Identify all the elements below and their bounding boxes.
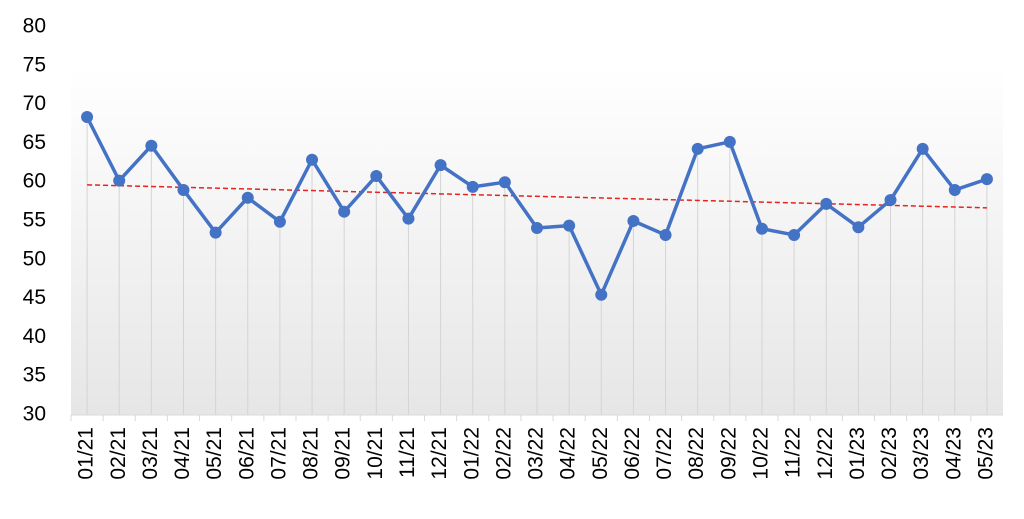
y-tick-label: 55 bbox=[23, 209, 46, 232]
x-tick-label: 04/21 bbox=[171, 427, 194, 480]
y-tick-label: 40 bbox=[23, 325, 46, 348]
x-tick-label: 06/22 bbox=[621, 427, 644, 480]
data-point bbox=[563, 219, 576, 232]
y-tick-label: 70 bbox=[23, 92, 46, 115]
data-point bbox=[980, 173, 993, 186]
data-point bbox=[306, 153, 319, 166]
data-point bbox=[531, 221, 543, 234]
data-point bbox=[273, 215, 286, 228]
trendline bbox=[87, 184, 987, 209]
data-point bbox=[788, 228, 801, 241]
y-tick-label: 35 bbox=[23, 364, 46, 387]
x-tick-label: 11/22 bbox=[782, 427, 805, 478]
x-tick-label: 08/21 bbox=[300, 427, 323, 480]
x-tick-label: 01/23 bbox=[846, 427, 869, 480]
y-tick-label: 80 bbox=[23, 15, 46, 38]
data-point bbox=[916, 142, 929, 155]
x-tick-label: 12/22 bbox=[814, 427, 837, 480]
y-tick-label: 45 bbox=[23, 286, 46, 309]
x-tick-label: 07/22 bbox=[653, 427, 676, 480]
x-tick-label: 06/21 bbox=[235, 427, 258, 480]
y-tick-label: 65 bbox=[23, 131, 46, 154]
x-tick-label: 03/21 bbox=[139, 427, 162, 480]
data-point bbox=[81, 111, 94, 124]
data-point bbox=[595, 288, 608, 301]
x-tick-label: 05/21 bbox=[203, 427, 226, 480]
x-tick-label: 02/22 bbox=[492, 427, 515, 480]
data-point bbox=[113, 174, 126, 187]
y-tick-label: 60 bbox=[23, 170, 46, 193]
data-point bbox=[402, 212, 415, 225]
data-point bbox=[209, 226, 222, 239]
x-tick-label: 12/21 bbox=[428, 427, 451, 480]
x-tick-label: 07/21 bbox=[267, 427, 290, 480]
data-point bbox=[820, 197, 833, 210]
data-point bbox=[434, 159, 447, 172]
x-tick-label: 05/22 bbox=[589, 427, 612, 480]
x-tick-label: 01/22 bbox=[460, 427, 483, 480]
data-point bbox=[852, 221, 865, 234]
data-point bbox=[884, 194, 897, 207]
x-tick-label: 03/23 bbox=[910, 427, 933, 480]
x-tick-label: 04/23 bbox=[942, 427, 965, 480]
data-point bbox=[370, 169, 383, 182]
x-tick-label: 09/21 bbox=[332, 427, 355, 480]
x-tick-label: 01/21 bbox=[75, 427, 98, 480]
y-tick-label: 30 bbox=[23, 403, 46, 426]
data-point bbox=[948, 183, 961, 196]
data-point bbox=[659, 228, 672, 241]
x-tick-label: 10/21 bbox=[364, 427, 387, 480]
x-tick-label: 11/21 bbox=[396, 427, 419, 478]
x-tick-label: 04/22 bbox=[557, 427, 580, 480]
data-point bbox=[691, 142, 704, 155]
x-tick-label: 08/22 bbox=[685, 427, 708, 480]
data-point bbox=[723, 135, 736, 148]
data-point bbox=[241, 191, 254, 204]
y-tick-label: 50 bbox=[23, 247, 46, 270]
x-tick-label: 03/22 bbox=[525, 427, 548, 480]
y-tick-label: 75 bbox=[23, 53, 46, 76]
data-point bbox=[338, 205, 351, 218]
x-tick-label: 05/23 bbox=[974, 427, 997, 480]
data-point bbox=[755, 222, 768, 235]
data-point bbox=[466, 180, 479, 193]
data-point bbox=[498, 176, 511, 189]
data-point bbox=[177, 183, 190, 196]
x-tick-label: 02/23 bbox=[878, 427, 901, 480]
x-tick-label: 10/22 bbox=[750, 427, 773, 480]
data-point bbox=[145, 139, 158, 152]
data-point bbox=[627, 215, 640, 227]
x-tick-label: 02/21 bbox=[107, 427, 130, 480]
x-tick-label: 09/22 bbox=[717, 427, 740, 480]
